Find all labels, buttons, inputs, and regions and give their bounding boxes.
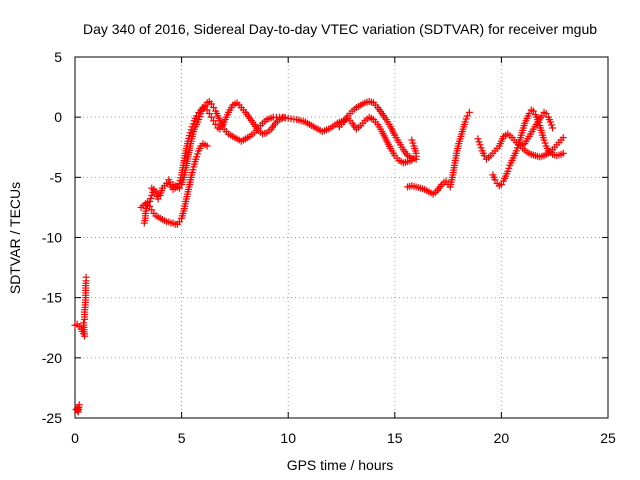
data-point (203, 142, 211, 150)
y-tick-label: -10 (42, 230, 62, 246)
data-points (71, 98, 567, 416)
data-point (186, 129, 194, 137)
data-point (476, 141, 484, 149)
data-point (154, 195, 162, 203)
x-axis-label: GPS time / hours (287, 457, 394, 473)
y-tick-label: -5 (50, 169, 63, 185)
data-point (75, 401, 83, 409)
data-point (546, 118, 554, 126)
y-tick-label: -20 (42, 350, 62, 366)
data-point (513, 144, 521, 152)
y-axis-label: SDTVAR / TECUs (7, 182, 23, 294)
data-point (82, 273, 90, 281)
data-point (540, 136, 548, 144)
data-point (147, 194, 155, 202)
data-point (148, 191, 156, 199)
data-point (74, 407, 82, 415)
y-tick-label: 0 (54, 109, 62, 125)
data-point (409, 139, 417, 147)
data-point (194, 150, 202, 158)
data-point (505, 164, 513, 172)
data-point (512, 147, 520, 155)
data-point (280, 113, 288, 121)
x-tick-label: 25 (600, 430, 616, 446)
data-point (196, 113, 204, 121)
data-point (542, 110, 550, 118)
x-tick-label: 15 (387, 430, 403, 446)
data-point (465, 108, 473, 116)
data-point (80, 319, 88, 327)
data-point (410, 142, 418, 150)
data-point (474, 135, 482, 143)
data-point (535, 119, 543, 127)
data-point (408, 136, 416, 144)
chart-title: Day 340 of 2016, Sidereal Day-to-day VTE… (83, 21, 597, 37)
data-point (525, 110, 533, 118)
data-point (548, 121, 556, 129)
data-point (462, 115, 470, 123)
data-point (559, 134, 567, 142)
data-point (210, 104, 218, 112)
data-point (74, 404, 82, 412)
x-tick-label: 10 (280, 430, 296, 446)
x-tick-label: 0 (71, 430, 79, 446)
data-point (210, 117, 218, 125)
data-point (193, 153, 201, 161)
data-point (529, 107, 537, 115)
data-point (491, 176, 499, 184)
data-point (463, 112, 471, 120)
data-point (205, 110, 213, 118)
data-point (207, 113, 215, 121)
data-point (148, 206, 156, 214)
data-point (534, 116, 542, 124)
data-point (559, 149, 567, 157)
data-point (212, 120, 220, 128)
data-point (173, 183, 181, 191)
y-tick-label: -25 (42, 410, 62, 426)
data-point (203, 106, 211, 114)
y-ticks: -25 -20 -15 -10 -5 0 5 (42, 49, 608, 426)
data-point (175, 218, 183, 226)
x-tick-label: 5 (178, 430, 186, 446)
data-point (538, 112, 546, 120)
data-point (475, 138, 483, 146)
data-point (461, 118, 469, 126)
data-point (497, 181, 505, 189)
x-tick-label: 20 (494, 430, 510, 446)
data-point (207, 100, 215, 108)
data-point (193, 112, 201, 120)
x-ticks: 0 5 10 15 20 25 (71, 57, 616, 446)
data-point (195, 116, 203, 124)
y-tick-label: -15 (42, 290, 62, 306)
data-point (477, 144, 485, 152)
data-point (146, 197, 154, 205)
data-point (189, 120, 197, 128)
data-point (480, 152, 488, 160)
data-point (442, 177, 450, 185)
data-point (549, 124, 557, 132)
y-tick-label: 5 (54, 49, 62, 65)
data-point (187, 126, 195, 134)
data-point (188, 123, 196, 131)
data-point (201, 102, 209, 110)
data-point (504, 167, 512, 175)
data-point (541, 139, 549, 147)
